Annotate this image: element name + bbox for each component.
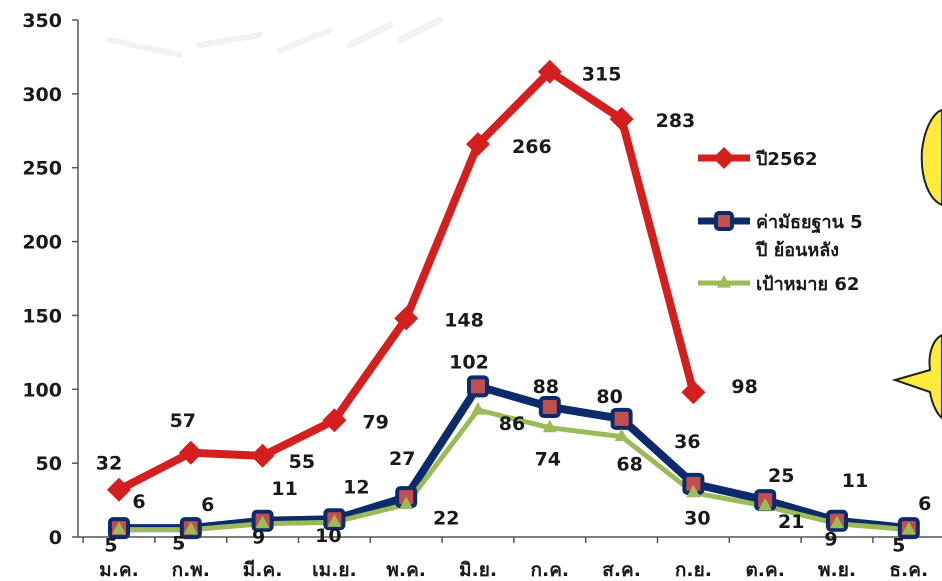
x-tick-label: ก.ย.: [675, 559, 712, 581]
median-data-label: 25: [768, 465, 794, 487]
target-marker: [901, 521, 916, 535]
median-data-label: 12: [343, 476, 369, 498]
y-tick-label: 150: [22, 305, 62, 327]
y-tick-label: 200: [22, 232, 62, 254]
x-tick-label: ก.ค.: [530, 559, 569, 581]
target-data-label: 9: [824, 529, 837, 551]
median-data-label: 36: [674, 431, 700, 453]
median-data-label: 102: [449, 351, 489, 373]
x-tick-label: ม.ค.: [99, 559, 139, 581]
y2562-line: [115, 67, 698, 494]
y2562-marker: [250, 443, 275, 468]
target-data-label: 22: [433, 508, 459, 530]
y2562-data-label: 55: [289, 451, 315, 473]
x-tick-label: พ.ค.: [386, 559, 426, 581]
y-tick-label: 250: [22, 158, 62, 180]
median-marker: [467, 375, 489, 398]
y2562-data-label: 79: [362, 411, 388, 433]
y2562-marker: [466, 132, 490, 157]
y-tick-label: 50: [36, 453, 62, 475]
legend-target-label: เป้าหมาย 62: [756, 274, 859, 295]
target-data-label: 86: [499, 413, 525, 435]
x-tick-label: เม.ย.: [312, 559, 357, 581]
y-tick-label: 350: [22, 10, 62, 32]
x-tick-label: มิ.ย.: [459, 559, 497, 581]
target-marker: [686, 484, 701, 498]
y2562-marker: [322, 408, 347, 433]
legend-median-marker: [714, 211, 734, 231]
target-data-label: 74: [535, 449, 561, 471]
x-tick-label: พ.ย.: [818, 559, 856, 581]
target-marker: [112, 521, 126, 535]
median-data-label: 6: [132, 491, 145, 513]
x-tick-label: ต.ค.: [745, 559, 784, 581]
target-data-label: 9: [252, 527, 265, 549]
y2562-marker: [681, 380, 706, 405]
y2562-marker: [537, 59, 562, 84]
x-tick-label: ก.พ.: [172, 559, 210, 581]
y2562-data-label: 148: [444, 309, 484, 331]
target-data-label: 30: [684, 508, 710, 530]
legend-y2562-marker: [713, 147, 735, 169]
target-marker: [830, 515, 844, 529]
target-marker: [183, 521, 198, 535]
y2562-marker: [178, 440, 203, 465]
target-data-label: 5: [892, 535, 905, 557]
target-marker: [614, 428, 629, 442]
x-tick-label: มี.ค.: [243, 559, 283, 581]
y2562-data-label: 98: [731, 376, 757, 398]
legend-y2562-label: ปี2562: [755, 149, 818, 170]
y2562-data-label: 283: [656, 110, 696, 132]
target-marker: [758, 497, 773, 511]
target-data-label: 68: [616, 454, 642, 476]
legend-median-label-line1: ค่ามัธยฐาน 5: [756, 212, 863, 234]
x-tick-label: ส.ค.: [602, 559, 641, 581]
target-marker: [255, 515, 270, 529]
y2562-data-label: 32: [96, 453, 122, 475]
median-marker: [610, 407, 633, 430]
y2562-marker: [394, 306, 419, 331]
median-data-label: 6: [201, 494, 214, 516]
y2562-data-label: 315: [582, 64, 622, 86]
axes: 0 50 100 150 200 250 300 350 ม.ค. ก.พ. มี.ค. เม.ย. พ…: [22, 10, 942, 581]
target-marker: [327, 514, 342, 527]
median-data-label: 11: [842, 470, 868, 492]
y2562-data-label: 266: [512, 136, 552, 158]
decorative-yellow-shape-top: [920, 108, 942, 207]
target-data-label: 21: [778, 511, 804, 533]
y2562-marker: [609, 106, 634, 131]
target-data-label: 5: [172, 533, 185, 555]
target-marker: [542, 419, 557, 433]
y-tick-label: 100: [22, 379, 62, 401]
watermark: [107, 17, 443, 58]
median-data-label: 88: [533, 376, 559, 398]
target-marker: [399, 496, 414, 510]
median-data-label: 80: [596, 386, 622, 408]
x-tick-label: ธ.ค.: [889, 559, 928, 581]
y-tick-label: 300: [22, 84, 62, 106]
legend: ปี2562 ค่ามัธยฐาน 5 ปี ย้อนหลังเป้าหมาย 62: [698, 147, 863, 295]
series-markers: [107, 59, 920, 540]
decorative-yellow-shape-bottom: [891, 333, 942, 420]
legend-target-marker: [717, 275, 731, 288]
median-line: [115, 382, 913, 533]
median-marker: [538, 396, 561, 419]
legend-median-label-line2: ปี ย้อนหลัง: [755, 240, 839, 261]
target-line: [116, 407, 912, 533]
y2562-marker: [107, 477, 131, 502]
target-data-label: 5: [104, 535, 117, 557]
median-data-label: 6: [918, 493, 931, 515]
median-data-label: 11: [271, 478, 297, 500]
target-marker: [471, 401, 485, 415]
y2562-data-label: 57: [170, 410, 196, 432]
y-tick-label: 0: [49, 527, 62, 549]
median-data-label: 27: [389, 448, 415, 470]
target-data-label: 10: [315, 525, 341, 547]
